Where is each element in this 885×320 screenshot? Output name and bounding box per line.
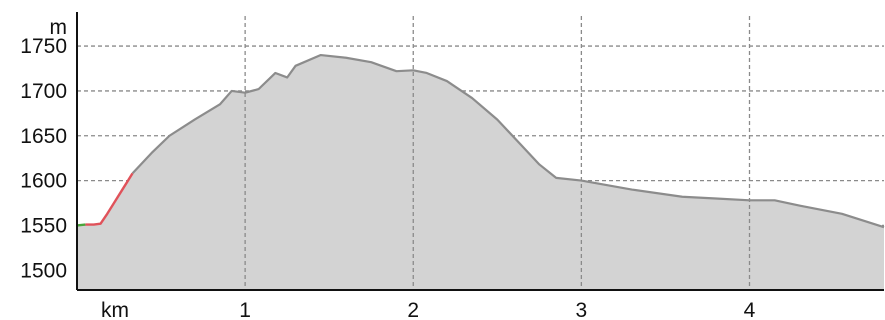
y-unit-label: m (50, 16, 68, 39)
x-unit-label: km (101, 299, 129, 320)
y-tick-label-1650: 1650 (20, 125, 67, 148)
x-tick-label-2: 2 (407, 299, 419, 320)
elevation-line-highlight (85, 172, 134, 226)
label-layer: 1500 1550 1600 1650 1700 1750 1 2 3 4 m km (20, 16, 755, 320)
y-tick-label-1750: 1750 (20, 35, 67, 58)
x-tick-label-4: 4 (744, 299, 756, 320)
y-tick-label-1600: 1600 (20, 170, 67, 193)
elevation-line-start (76, 223, 86, 227)
x-tick-label-3: 3 (576, 299, 588, 320)
elevation-area (77, 55, 884, 290)
x-tick-label-1: 1 (239, 299, 251, 320)
y-tick-label-1550: 1550 (20, 214, 67, 237)
area-layer (76, 16, 885, 290)
axis-layer (76, 12, 884, 291)
y-tick-label-1500: 1500 (20, 259, 67, 282)
y-tick-label-1700: 1700 (20, 80, 67, 103)
elevation-line (131, 53, 885, 229)
